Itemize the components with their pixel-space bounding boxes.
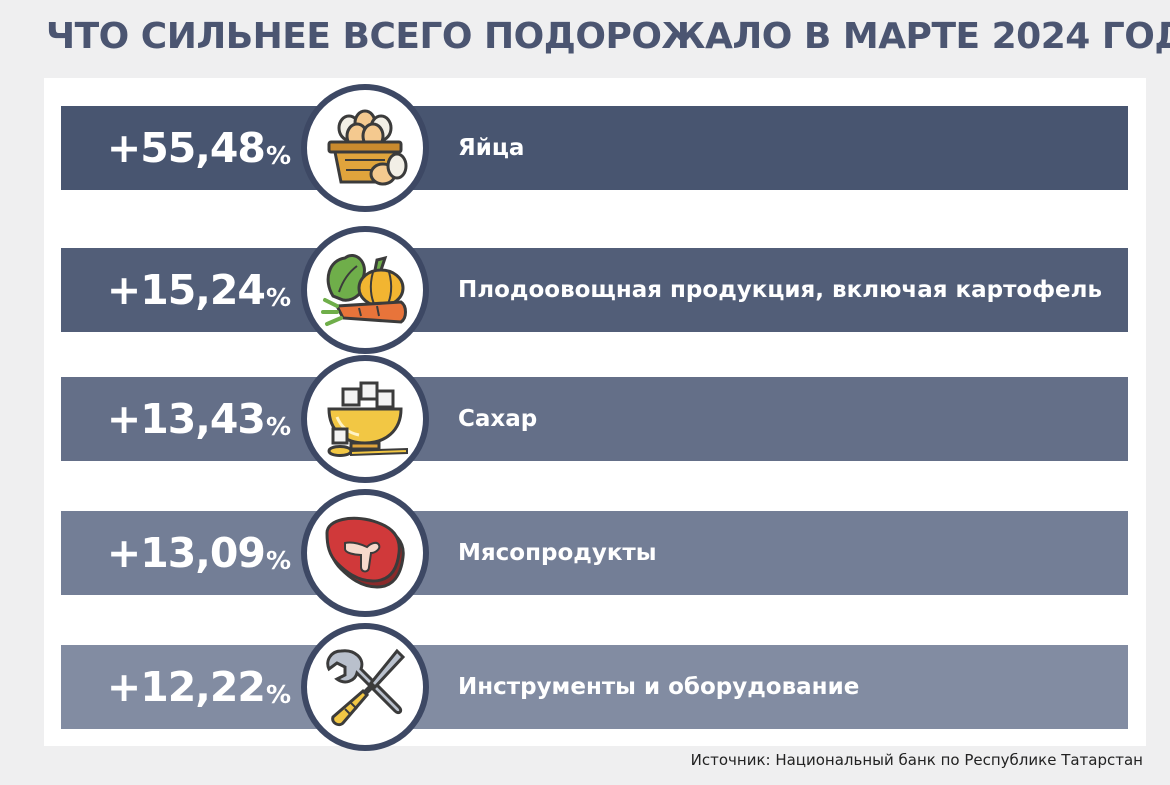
bar-row: +12,22% Инструменты и оборудование bbox=[61, 623, 1128, 751]
value-label: +12,22% bbox=[81, 645, 291, 729]
source-note: Источник: Национальный банк по Республик… bbox=[690, 751, 1143, 769]
bar-row: +55,48% Яйца bbox=[61, 84, 1128, 212]
percent-sign: % bbox=[265, 411, 291, 441]
egg-basket-icon bbox=[301, 84, 429, 212]
bar bbox=[61, 248, 1128, 332]
percent-sign: % bbox=[265, 545, 291, 575]
value-label: +55,48% bbox=[81, 106, 291, 190]
bar bbox=[61, 377, 1128, 461]
sugar-bowl-icon bbox=[301, 355, 429, 483]
vegetables-icon bbox=[301, 226, 429, 354]
bar bbox=[61, 106, 1128, 190]
chart-title: ЧТО СИЛЬНЕЕ ВСЕГО ПОДОРОЖАЛО В МАРТЕ 202… bbox=[46, 16, 1170, 57]
value-label: +13,43% bbox=[81, 377, 291, 461]
category-label: Мясопродукты bbox=[458, 540, 657, 566]
category-label: Яйца bbox=[458, 135, 525, 161]
value-number: +13,09 bbox=[106, 529, 266, 577]
category-label: Инструменты и оборудование bbox=[458, 674, 860, 700]
bar-row: +15,24% Плодоовощная продукция, включая … bbox=[61, 226, 1128, 354]
value-number: +15,24 bbox=[106, 266, 266, 314]
category-label: Сахар bbox=[458, 406, 538, 432]
percent-sign: % bbox=[265, 679, 291, 709]
value-number: +12,22 bbox=[106, 663, 266, 711]
value-number: +55,48 bbox=[106, 124, 266, 172]
bar-row: +13,09% Мясопродукты bbox=[61, 489, 1128, 617]
percent-sign: % bbox=[265, 140, 291, 170]
bar bbox=[61, 645, 1128, 729]
value-label: +13,09% bbox=[81, 511, 291, 595]
percent-sign: % bbox=[265, 282, 291, 312]
bar-row: +13,43% Сахар bbox=[61, 355, 1128, 483]
value-label: +15,24% bbox=[81, 248, 291, 332]
category-label: Плодоовощная продукция, включая картофел… bbox=[458, 277, 1103, 303]
meat-steak-icon bbox=[301, 489, 429, 617]
tools-icon bbox=[301, 623, 429, 751]
value-number: +13,43 bbox=[106, 395, 266, 443]
bar bbox=[61, 511, 1128, 595]
